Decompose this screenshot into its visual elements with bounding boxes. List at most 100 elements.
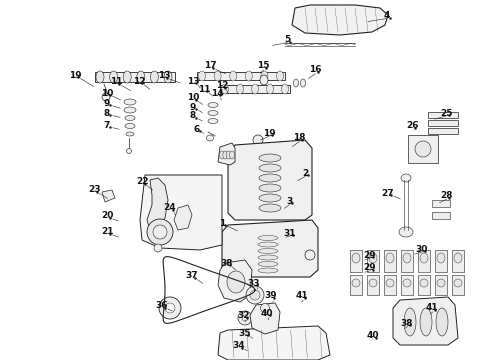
- Ellipse shape: [258, 255, 278, 260]
- Text: 8: 8: [190, 112, 196, 121]
- Ellipse shape: [369, 279, 377, 287]
- Bar: [408, 135, 438, 163]
- Text: 40: 40: [367, 332, 379, 341]
- Ellipse shape: [198, 71, 205, 81]
- Ellipse shape: [352, 253, 360, 263]
- Text: 39: 39: [265, 292, 277, 301]
- Bar: [384, 250, 396, 272]
- Text: 7: 7: [104, 121, 110, 130]
- Bar: [350, 250, 362, 272]
- Ellipse shape: [208, 103, 218, 108]
- Text: 19: 19: [69, 71, 81, 80]
- Ellipse shape: [454, 279, 462, 287]
- Ellipse shape: [294, 79, 298, 87]
- Text: 17: 17: [204, 62, 216, 71]
- Text: 30: 30: [416, 244, 428, 253]
- Bar: [384, 275, 396, 295]
- Text: 5: 5: [284, 36, 290, 45]
- Ellipse shape: [420, 279, 428, 287]
- Ellipse shape: [260, 75, 268, 85]
- Ellipse shape: [125, 123, 135, 129]
- Ellipse shape: [150, 71, 158, 83]
- Text: 2: 2: [302, 168, 308, 177]
- Ellipse shape: [227, 271, 245, 293]
- Bar: [418, 275, 430, 295]
- Ellipse shape: [223, 151, 228, 159]
- Ellipse shape: [164, 71, 172, 83]
- Text: 29: 29: [364, 264, 376, 273]
- Text: 34: 34: [233, 342, 245, 351]
- Bar: [350, 275, 362, 295]
- Ellipse shape: [403, 279, 411, 287]
- Ellipse shape: [123, 71, 131, 83]
- Text: 20: 20: [101, 211, 113, 220]
- Text: 13: 13: [187, 77, 199, 85]
- Polygon shape: [292, 5, 388, 35]
- Ellipse shape: [259, 174, 281, 182]
- Ellipse shape: [126, 132, 134, 136]
- Ellipse shape: [220, 151, 224, 159]
- Bar: [418, 250, 430, 272]
- Ellipse shape: [226, 151, 231, 159]
- Ellipse shape: [154, 244, 162, 252]
- Text: 18: 18: [293, 134, 305, 143]
- Ellipse shape: [261, 71, 268, 81]
- Ellipse shape: [386, 253, 394, 263]
- Text: 6: 6: [194, 125, 200, 134]
- Polygon shape: [95, 72, 175, 82]
- Ellipse shape: [153, 225, 167, 239]
- Ellipse shape: [261, 303, 270, 312]
- Ellipse shape: [242, 315, 248, 321]
- Ellipse shape: [259, 164, 281, 172]
- Ellipse shape: [206, 135, 214, 141]
- Text: 4: 4: [384, 12, 390, 21]
- Text: 11: 11: [110, 77, 122, 86]
- Ellipse shape: [281, 84, 289, 94]
- Bar: [432, 200, 450, 207]
- Ellipse shape: [165, 303, 175, 313]
- Text: 23: 23: [88, 185, 100, 194]
- Ellipse shape: [437, 253, 445, 263]
- Ellipse shape: [259, 184, 281, 192]
- Ellipse shape: [245, 71, 252, 81]
- Text: 38: 38: [221, 258, 233, 267]
- Ellipse shape: [147, 219, 173, 245]
- Polygon shape: [222, 220, 318, 277]
- Ellipse shape: [259, 154, 281, 162]
- Text: 36: 36: [156, 302, 168, 310]
- Text: 40: 40: [261, 309, 273, 318]
- Ellipse shape: [399, 227, 413, 237]
- Text: 1: 1: [219, 219, 225, 228]
- Ellipse shape: [229, 151, 235, 159]
- Text: 15: 15: [257, 62, 269, 71]
- Ellipse shape: [300, 79, 305, 87]
- Ellipse shape: [258, 268, 278, 273]
- Polygon shape: [220, 85, 290, 93]
- Ellipse shape: [238, 311, 252, 325]
- Ellipse shape: [110, 71, 118, 83]
- Ellipse shape: [276, 71, 284, 81]
- Text: 10: 10: [101, 89, 113, 98]
- Text: 24: 24: [164, 203, 176, 212]
- Text: 12: 12: [133, 77, 145, 85]
- Bar: [435, 250, 447, 272]
- Text: 27: 27: [382, 189, 394, 198]
- Ellipse shape: [437, 279, 445, 287]
- Bar: [367, 250, 379, 272]
- Ellipse shape: [237, 84, 244, 94]
- Text: 29: 29: [364, 251, 376, 260]
- Ellipse shape: [259, 204, 281, 212]
- Bar: [452, 275, 464, 295]
- Bar: [432, 212, 450, 219]
- Text: 25: 25: [440, 108, 452, 117]
- Polygon shape: [140, 175, 222, 250]
- Ellipse shape: [369, 253, 377, 263]
- Bar: [452, 250, 464, 272]
- Polygon shape: [393, 297, 458, 345]
- Text: 41: 41: [295, 292, 308, 301]
- Text: 16: 16: [309, 66, 321, 75]
- Text: 19: 19: [263, 129, 275, 138]
- Ellipse shape: [258, 242, 278, 247]
- Text: 26: 26: [406, 122, 418, 130]
- Bar: [367, 275, 379, 295]
